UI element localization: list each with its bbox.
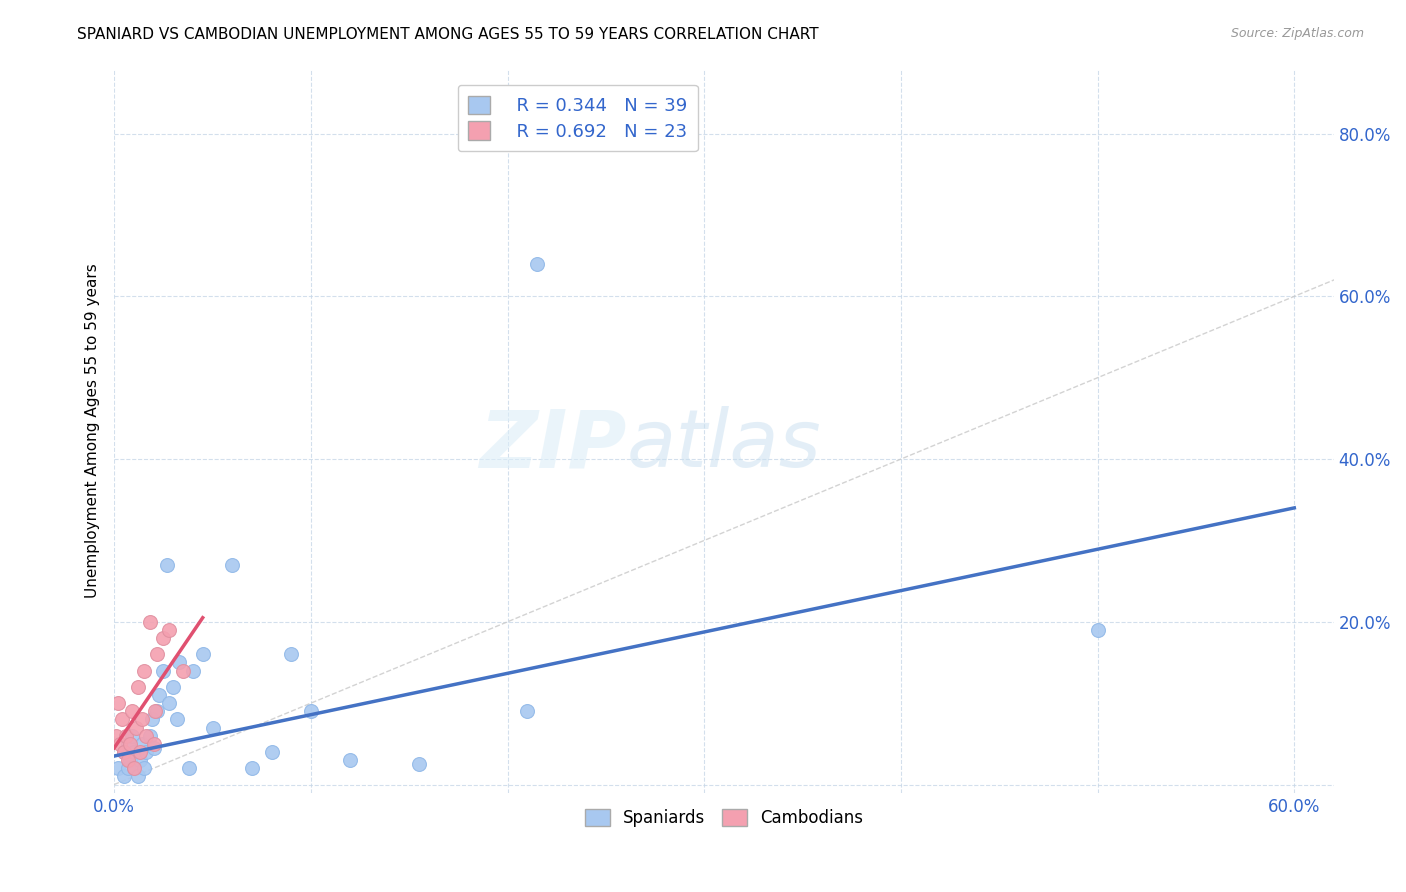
Point — [1087, 623, 1109, 637]
Point — [152, 631, 174, 645]
Point — [299, 704, 322, 718]
Point — [138, 615, 160, 629]
Point — [108, 737, 131, 751]
Point — [115, 729, 138, 743]
Point — [260, 745, 283, 759]
Legend: Spaniards, Cambodians: Spaniards, Cambodians — [576, 800, 872, 835]
Point — [177, 761, 200, 775]
Point — [117, 761, 139, 775]
Point — [122, 761, 145, 775]
Point — [526, 257, 548, 271]
Point — [135, 745, 157, 759]
Point — [516, 704, 538, 718]
Point — [157, 623, 180, 637]
Point — [118, 753, 141, 767]
Point — [142, 740, 165, 755]
Point — [408, 757, 430, 772]
Point — [117, 737, 139, 751]
Y-axis label: Unemployment Among Ages 55 to 59 years: Unemployment Among Ages 55 to 59 years — [86, 263, 100, 598]
Point — [191, 648, 214, 662]
Point — [122, 745, 145, 759]
Point — [138, 729, 160, 743]
Point — [112, 745, 135, 759]
Point — [142, 737, 165, 751]
Text: atlas: atlas — [626, 406, 821, 484]
Point — [105, 729, 128, 743]
Point — [107, 696, 129, 710]
Point — [112, 745, 135, 759]
Text: SPANIARD VS CAMBODIAN UNEMPLOYMENT AMONG AGES 55 TO 59 YEARS CORRELATION CHART: SPANIARD VS CAMBODIAN UNEMPLOYMENT AMONG… — [77, 27, 818, 42]
Point — [128, 745, 150, 759]
Point — [132, 664, 155, 678]
Point — [166, 713, 188, 727]
Point — [146, 648, 169, 662]
Point — [131, 737, 153, 751]
Point — [240, 761, 263, 775]
Point — [339, 753, 361, 767]
Text: Source: ZipAtlas.com: Source: ZipAtlas.com — [1230, 27, 1364, 40]
Point — [121, 704, 143, 718]
Text: ZIP: ZIP — [479, 406, 626, 484]
Point — [128, 753, 150, 767]
Point — [201, 721, 224, 735]
Point — [162, 680, 184, 694]
Point — [172, 664, 194, 678]
Point — [135, 729, 157, 743]
Point — [167, 656, 190, 670]
Point — [112, 769, 135, 783]
Point — [118, 737, 141, 751]
Point — [280, 648, 302, 662]
Point — [125, 721, 148, 735]
Point — [122, 761, 145, 775]
Point — [127, 769, 149, 783]
Point — [145, 704, 167, 718]
Point — [132, 761, 155, 775]
Point — [121, 729, 143, 743]
Point — [131, 713, 153, 727]
Point — [146, 704, 169, 718]
Point — [127, 680, 149, 694]
Point — [152, 664, 174, 678]
Point — [141, 713, 163, 727]
Point — [221, 558, 243, 572]
Point — [157, 696, 180, 710]
Point — [156, 558, 179, 572]
Point — [111, 713, 134, 727]
Point — [148, 688, 170, 702]
Point — [107, 761, 129, 775]
Point — [117, 753, 139, 767]
Point — [181, 664, 204, 678]
